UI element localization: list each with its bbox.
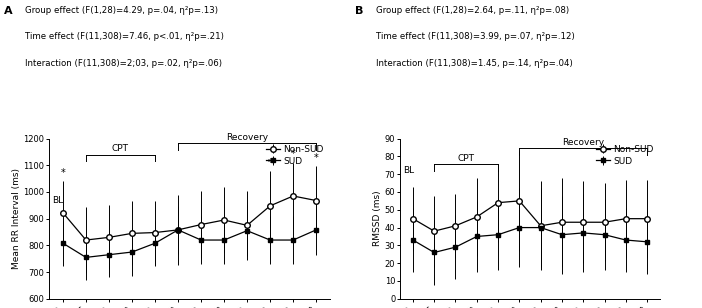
Text: Group effect (F(1,28)=4.29, p=.04, η²p=.13): Group effect (F(1,28)=4.29, p=.04, η²p=.… bbox=[25, 6, 218, 15]
Y-axis label: Mean RR Interval (ms): Mean RR Interval (ms) bbox=[11, 168, 20, 269]
Text: Recovery: Recovery bbox=[562, 138, 604, 147]
Text: *: * bbox=[60, 168, 65, 178]
Y-axis label: RMSSD (ms): RMSSD (ms) bbox=[373, 191, 382, 246]
Text: Time effect (F(11,308)=7.46, p<.01, η²p=.21): Time effect (F(11,308)=7.46, p<.01, η²p=… bbox=[25, 32, 223, 41]
Text: Recovery: Recovery bbox=[226, 133, 268, 142]
Text: *: * bbox=[267, 158, 272, 168]
Legend: Non-SUD, SUD: Non-SUD, SUD bbox=[594, 143, 656, 168]
Text: Interaction (F(11,308)=1.45, p=.14, η²p=.04): Interaction (F(11,308)=1.45, p=.14, η²p=… bbox=[376, 59, 572, 67]
Text: *: * bbox=[291, 149, 296, 160]
Text: Time effect (F(11,308)=3.99, p=.07, η²p=.12): Time effect (F(11,308)=3.99, p=.07, η²p=… bbox=[376, 32, 574, 41]
Text: A: A bbox=[4, 6, 12, 16]
Text: CPT: CPT bbox=[112, 144, 129, 153]
Text: BL: BL bbox=[404, 166, 414, 176]
Text: CPT: CPT bbox=[458, 154, 475, 163]
Legend: Non-SUD, SUD: Non-SUD, SUD bbox=[264, 143, 326, 168]
Text: Interaction (F(11,308)=2;03, p=.02, η²p=.06): Interaction (F(11,308)=2;03, p=.02, η²p=… bbox=[25, 59, 222, 67]
Text: *: * bbox=[314, 153, 319, 163]
Text: BL: BL bbox=[53, 196, 64, 205]
Text: B: B bbox=[355, 6, 363, 16]
Text: Group effect (F(1,28)=2.64, p=.11, η²p=.08): Group effect (F(1,28)=2.64, p=.11, η²p=.… bbox=[376, 6, 569, 15]
